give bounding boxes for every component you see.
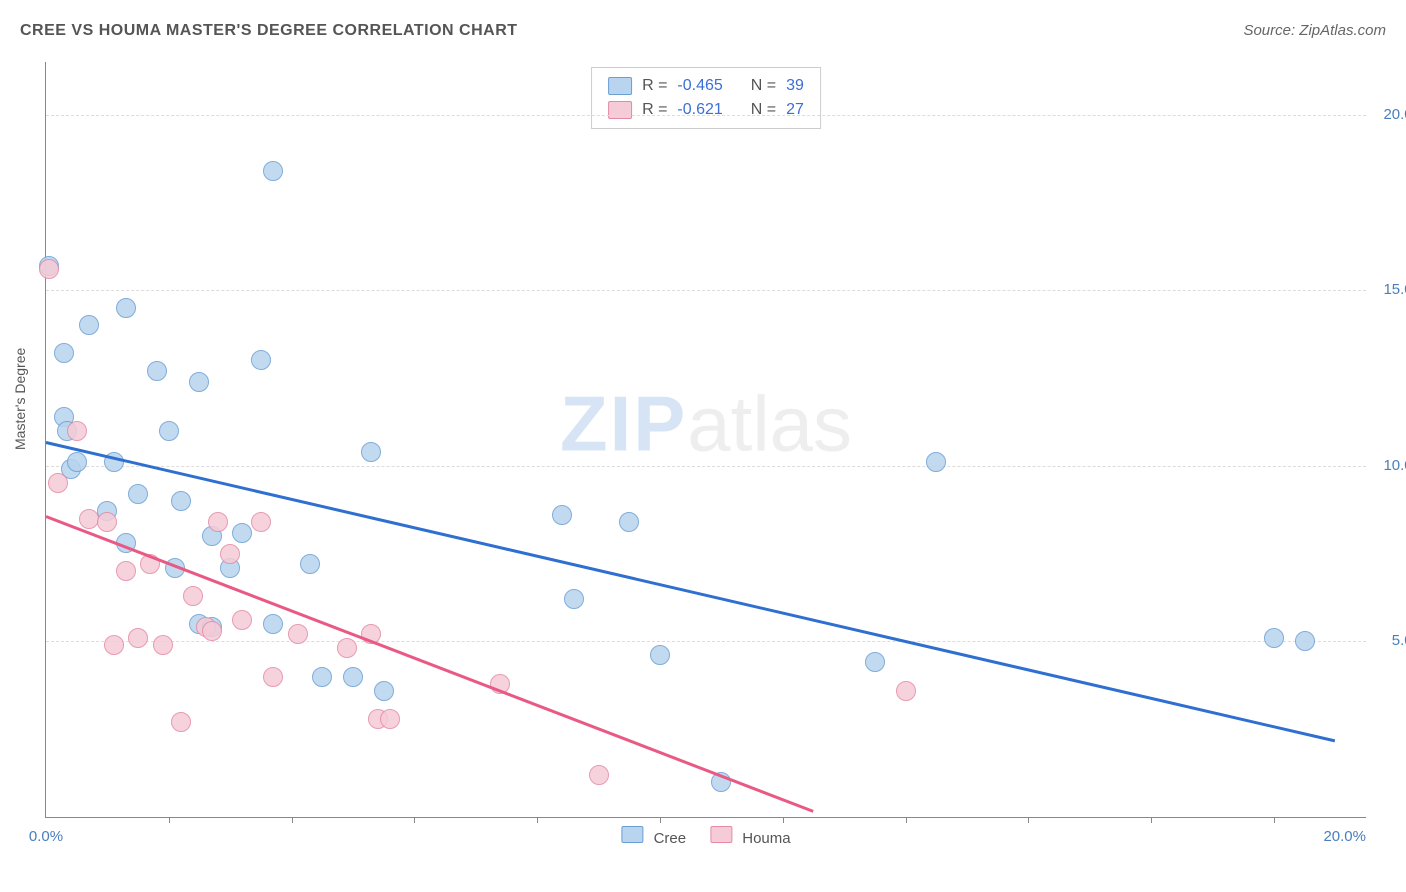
y-tick-label: 10.0%	[1371, 457, 1406, 474]
data-point-cree	[552, 505, 572, 525]
data-point-houma	[232, 610, 252, 630]
legend-row-cree: R = -0.465 N = 39	[608, 74, 804, 98]
x-tick-mark	[169, 817, 170, 823]
chart-title: CREE VS HOUMA MASTER'S DEGREE CORRELATIO…	[20, 22, 518, 39]
data-point-cree	[650, 645, 670, 665]
gridline	[46, 641, 1366, 642]
legend-swatch-cree	[608, 77, 632, 95]
data-point-cree	[54, 343, 74, 363]
data-point-cree	[343, 667, 363, 687]
data-point-cree	[171, 491, 191, 511]
data-point-houma	[220, 544, 240, 564]
data-point-cree	[251, 350, 271, 370]
x-axis-min-label: 0.0%	[29, 828, 63, 845]
data-point-cree	[147, 361, 167, 381]
x-tick-mark	[660, 817, 661, 823]
x-tick-mark	[414, 817, 415, 823]
legend-swatch-houma	[608, 101, 632, 119]
data-point-cree	[79, 315, 99, 335]
data-point-cree	[926, 452, 946, 472]
legend-row-houma: R = -0.621 N = 27	[608, 98, 804, 122]
data-point-cree	[1295, 631, 1315, 651]
data-point-houma	[39, 259, 59, 279]
data-point-houma	[116, 561, 136, 581]
data-point-cree	[300, 554, 320, 574]
legend-item-houma: Houma	[710, 826, 791, 847]
data-point-houma	[589, 765, 609, 785]
data-point-houma	[380, 709, 400, 729]
data-point-cree	[564, 589, 584, 609]
data-point-houma	[48, 473, 68, 493]
x-tick-mark	[1274, 817, 1275, 823]
x-tick-mark	[783, 817, 784, 823]
legend-item-cree: Cree	[621, 826, 686, 847]
source-attribution: Source: ZipAtlas.com	[1243, 22, 1386, 39]
data-point-houma	[208, 512, 228, 532]
x-tick-mark	[537, 817, 538, 823]
data-point-cree	[865, 652, 885, 672]
data-point-cree	[189, 372, 209, 392]
data-point-cree	[361, 442, 381, 462]
y-tick-label: 15.0%	[1371, 281, 1406, 298]
scatter-plot-area: ZIPatlas R = -0.465 N = 39 R = -0.621 N …	[45, 62, 1366, 818]
x-tick-mark	[1151, 817, 1152, 823]
data-point-cree	[374, 681, 394, 701]
y-tick-label: 20.0%	[1371, 106, 1406, 123]
data-point-houma	[128, 628, 148, 648]
data-point-houma	[183, 586, 203, 606]
data-point-houma	[97, 512, 117, 532]
data-point-houma	[263, 667, 283, 687]
data-point-cree	[128, 484, 148, 504]
data-point-cree	[263, 161, 283, 181]
data-point-cree	[312, 667, 332, 687]
data-point-cree	[263, 614, 283, 634]
data-point-houma	[79, 509, 99, 529]
x-tick-mark	[292, 817, 293, 823]
data-point-houma	[251, 512, 271, 532]
data-point-cree	[159, 421, 179, 441]
data-point-houma	[153, 635, 173, 655]
data-point-houma	[171, 712, 191, 732]
x-tick-mark	[1028, 817, 1029, 823]
gridline	[46, 466, 1366, 467]
data-point-cree	[67, 452, 87, 472]
y-tick-label: 5.0%	[1371, 632, 1406, 649]
x-tick-mark	[906, 817, 907, 823]
chart-header: CREE VS HOUMA MASTER'S DEGREE CORRELATIO…	[20, 22, 1386, 52]
data-point-houma	[67, 421, 87, 441]
watermark: ZIPatlas	[560, 379, 852, 470]
y-axis-label: Master's Degree	[12, 348, 28, 450]
data-point-houma	[337, 638, 357, 658]
gridline	[46, 115, 1366, 116]
data-point-houma	[896, 681, 916, 701]
data-point-cree	[116, 298, 136, 318]
data-point-cree	[619, 512, 639, 532]
data-point-cree	[232, 523, 252, 543]
series-legend: Cree Houma	[621, 826, 790, 847]
x-axis-max-label: 20.0%	[1323, 828, 1366, 845]
data-point-houma	[104, 635, 124, 655]
data-point-houma	[202, 621, 222, 641]
trend-line-houma	[46, 515, 814, 812]
correlation-legend: R = -0.465 N = 39 R = -0.621 N = 27	[591, 67, 821, 129]
gridline	[46, 290, 1366, 291]
data-point-houma	[288, 624, 308, 644]
data-point-cree	[1264, 628, 1284, 648]
